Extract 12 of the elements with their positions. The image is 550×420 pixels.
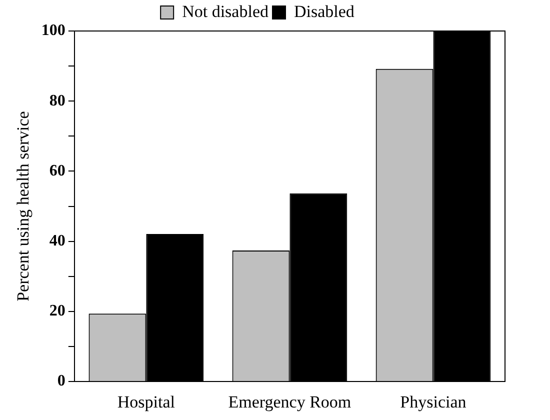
legend-label: Not disabled (182, 2, 269, 21)
x-tick-label: Emergency Room (228, 392, 352, 412)
y-tick-label: 80 (49, 92, 66, 110)
legend-label: Disabled (294, 2, 355, 21)
x-tick-label: Hospital (117, 392, 176, 412)
y-tick-label: 40 (49, 232, 66, 250)
y-tick-label: 20 (49, 302, 66, 320)
y-tick-label: 60 (49, 162, 66, 180)
y-tick-label: 0 (57, 372, 66, 390)
y-axis-title: Percent using health service (14, 111, 33, 302)
x-tick-label: Physician (400, 392, 467, 412)
y-tick-label: 100 (41, 22, 66, 40)
